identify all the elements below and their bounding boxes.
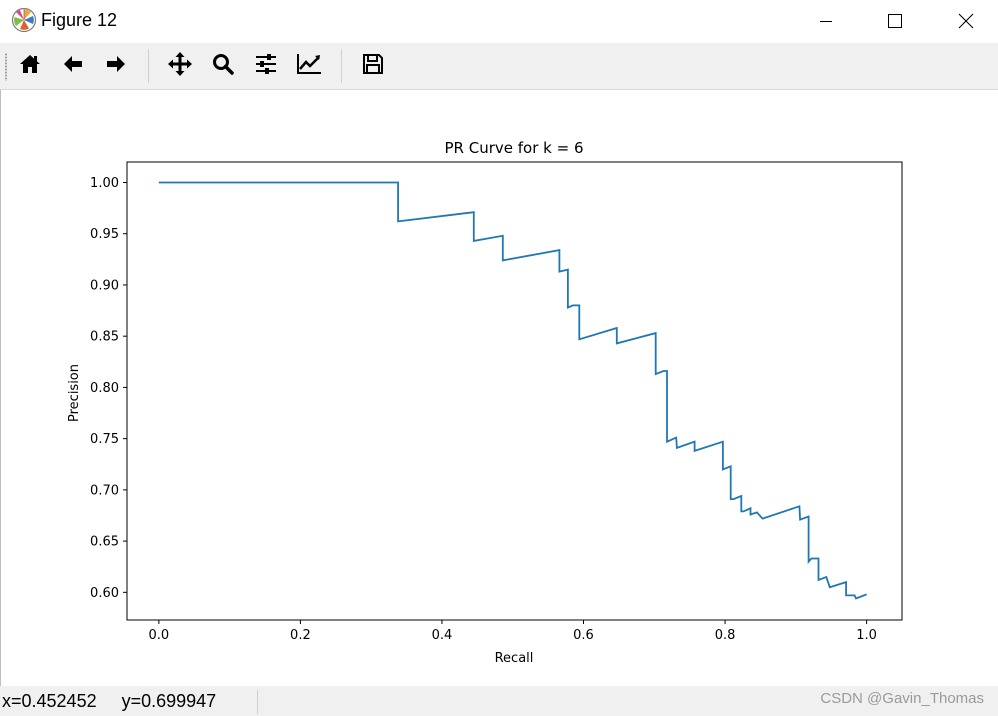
maximize-icon	[887, 13, 903, 29]
x-axis: 0.0 0.2 0.4 0.6 0.8 1.0	[149, 620, 877, 643]
arrow-left-icon	[61, 52, 85, 81]
y-tick-label: 0.70	[90, 483, 119, 498]
close-icon	[958, 13, 974, 29]
x-axis-label: Recall	[495, 651, 534, 666]
magnifier-icon	[211, 52, 235, 81]
toolbar-separator	[148, 49, 149, 83]
x-tick-label: 0.4	[432, 628, 453, 643]
x-tick-label: 0.8	[715, 628, 736, 643]
back-button[interactable]	[57, 50, 89, 82]
minimize-button[interactable]	[803, 0, 849, 42]
y-tick-label: 0.90	[90, 278, 119, 293]
pr-curve-line	[158, 181, 867, 600]
cursor-coordinates: x=0.452452 y=0.699947	[2, 691, 217, 711]
y-tick-label: 0.75	[90, 432, 119, 447]
line-chart-icon	[296, 52, 322, 81]
home-button[interactable]	[14, 50, 46, 82]
x-tick-label: 0.6	[573, 628, 594, 643]
zoom-button[interactable]	[207, 50, 239, 82]
y-tick-label: 0.85	[90, 330, 119, 345]
toolbar-separator	[341, 49, 342, 83]
home-icon	[18, 52, 42, 81]
forward-button[interactable]	[100, 50, 132, 82]
subplots-button[interactable]	[250, 50, 282, 82]
y-tick-label: 0.60	[90, 586, 119, 601]
y-axis: 0.60 0.65 0.70 0.75 0.80 0.85 0.90 0.95 1.00	[90, 176, 127, 601]
sliders-icon	[254, 52, 278, 81]
y-tick-label: 0.65	[90, 535, 119, 550]
save-button[interactable]	[357, 50, 389, 82]
y-tick-label: 1.00	[90, 176, 119, 191]
y-tick-label: 0.80	[90, 381, 119, 396]
status-bar: x=0.452452 y=0.699947 CSDN @Gavin_Thomas	[0, 686, 998, 716]
watermark: CSDN @Gavin_Thomas	[820, 690, 984, 707]
toolbar-grip[interactable]	[5, 53, 7, 81]
y-tick-label: 0.95	[90, 227, 119, 242]
move-icon	[167, 51, 193, 82]
maximize-button[interactable]	[872, 0, 918, 42]
pan-button[interactable]	[164, 50, 196, 82]
status-separator	[257, 690, 258, 714]
matplotlib-logo-icon	[11, 7, 37, 33]
floppy-disk-icon	[361, 52, 385, 81]
x-tick-label: 0.2	[290, 628, 311, 643]
x-tick-label: 0.0	[149, 628, 170, 643]
axes-frame	[126, 161, 903, 621]
title-bar: Figure 12	[0, 0, 998, 42]
y-axis-label: Precision	[67, 364, 82, 422]
close-button[interactable]	[943, 0, 989, 42]
x-tick-label: 1.0	[856, 628, 877, 643]
chart-title: PR Curve for k = 6	[445, 139, 584, 157]
navigation-toolbar	[0, 43, 998, 90]
arrow-right-icon	[104, 52, 128, 81]
figure-canvas[interactable]: PR Curve for k = 6 0.60 0.65 0.70 0.75 0.80 0…	[0, 90, 998, 686]
window-title: Figure 12	[41, 10, 118, 30]
minimize-icon	[819, 14, 833, 28]
pr-curve-chart[interactable]: PR Curve for k = 6 0.600.650.700.750.800…	[1, 90, 998, 686]
edit-axis-button[interactable]	[293, 50, 325, 82]
